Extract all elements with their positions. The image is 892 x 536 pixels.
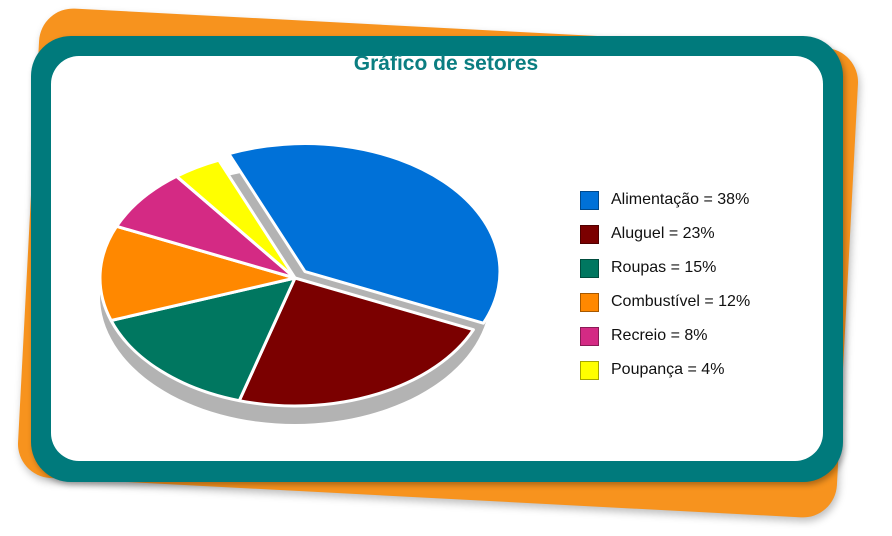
- legend-item: Alimentação = 38%: [580, 183, 750, 217]
- legend-label: Recreio = 8%: [611, 327, 708, 344]
- legend-label: Alimentação = 38%: [611, 191, 750, 208]
- legend-label: Combustível = 12%: [611, 293, 751, 310]
- legend-label: Poupança = 4%: [611, 361, 725, 378]
- legend-swatch: [580, 224, 599, 244]
- legend-swatch: [580, 190, 599, 210]
- legend-item: Poupança = 4%: [580, 353, 750, 387]
- legend-item: Recreio = 8%: [580, 319, 750, 353]
- legend-item: Aluguel = 23%: [580, 217, 750, 251]
- pie-slice-combustível: [98, 224, 297, 323]
- legend-swatch: [580, 292, 599, 312]
- pie-slice-poupança: [175, 158, 297, 280]
- chart-legend: Alimentação = 38% Aluguel = 23% Roupas =…: [580, 183, 750, 387]
- pie-slice-roupas: [109, 276, 297, 403]
- legend-item: Combustível = 12%: [580, 285, 750, 319]
- pie-chart: [98, 142, 502, 424]
- legend-label: Roupas = 15%: [611, 259, 717, 276]
- legend-swatch: [580, 258, 599, 278]
- legend-swatch: [580, 360, 599, 380]
- legend-item: Roupas = 15%: [580, 251, 750, 285]
- legend-swatch: [580, 326, 599, 346]
- pie-slice-alimentação: [227, 142, 502, 325]
- pie-slice-recreio: [115, 174, 297, 280]
- chart-title: Gráfico de setores: [353, 52, 539, 75]
- pie-slice-aluguel: [237, 276, 475, 408]
- legend-label: Aluguel = 23%: [611, 225, 715, 242]
